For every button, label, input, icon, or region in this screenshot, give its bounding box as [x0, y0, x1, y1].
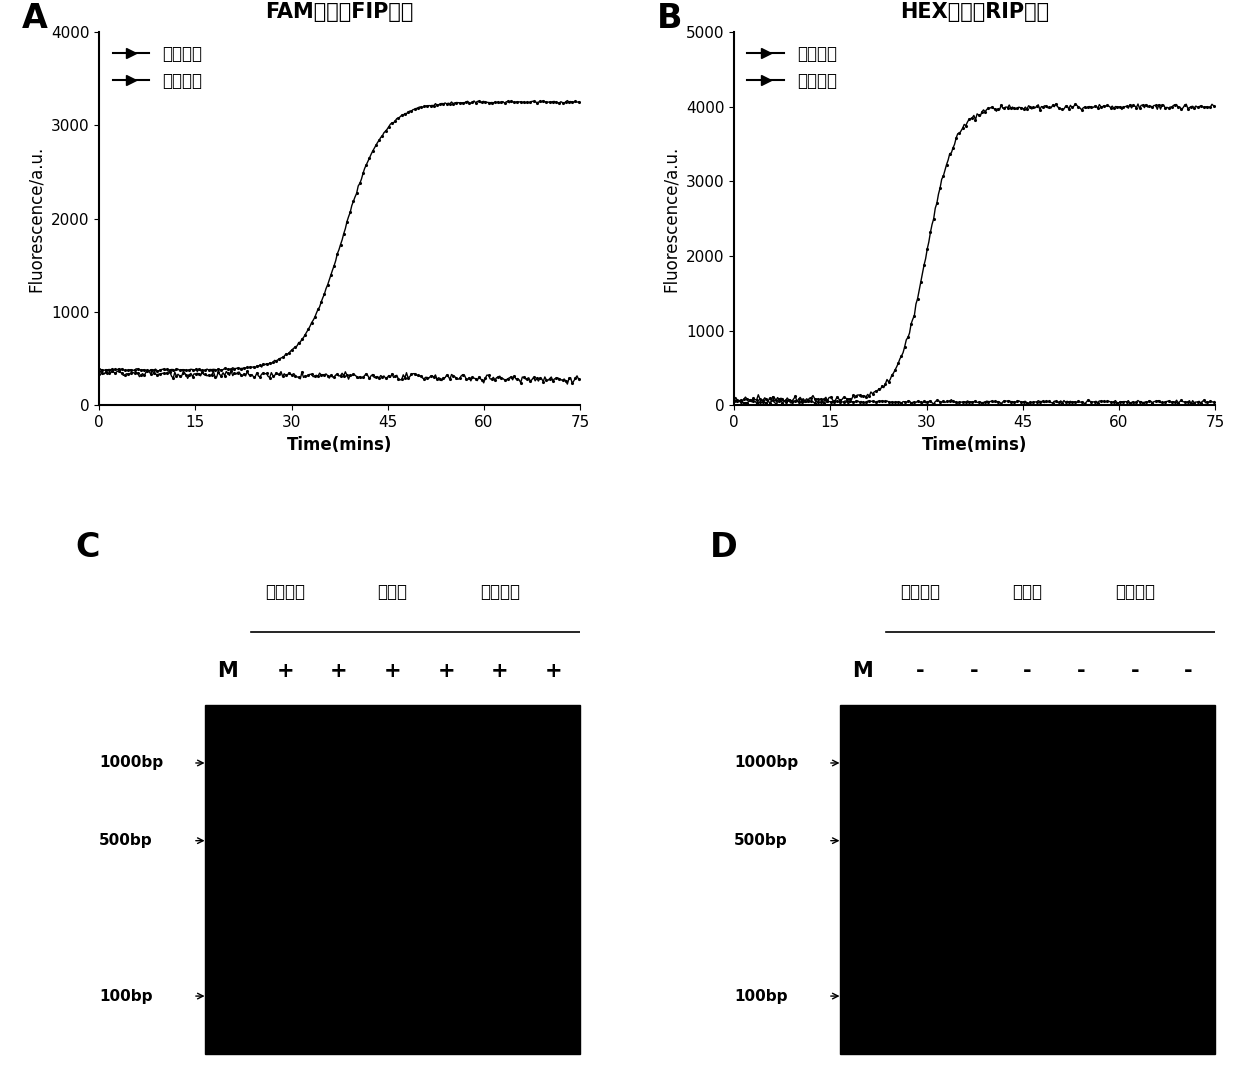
Text: +: +	[491, 660, 508, 681]
X-axis label: Time(mins): Time(mins)	[923, 436, 1028, 454]
Text: 轮状病毒: 轮状病毒	[900, 584, 940, 602]
Text: 星状病毒: 星状病毒	[480, 584, 520, 602]
Text: B: B	[657, 2, 683, 35]
Bar	[839, 705, 1215, 1054]
Text: 100bp: 100bp	[734, 988, 787, 1003]
Legend: 阳性对照, 阴性对照: 阳性对照, 阴性对照	[743, 40, 842, 95]
Y-axis label: Fluorescence/a.u.: Fluorescence/a.u.	[662, 146, 681, 292]
Text: 500bp: 500bp	[99, 833, 153, 848]
Text: -: -	[970, 660, 978, 681]
Text: +: +	[438, 660, 455, 681]
Text: M: M	[217, 660, 238, 681]
Text: 500bp: 500bp	[734, 833, 787, 848]
Text: 轮状病毒: 轮状病毒	[265, 584, 305, 602]
Text: 腺病毒: 腺病毒	[378, 584, 408, 602]
Text: 星状病毒: 星状病毒	[1115, 584, 1154, 602]
Text: 腺病毒: 腺病毒	[1013, 584, 1043, 602]
Text: -: -	[1076, 660, 1085, 681]
Text: C: C	[76, 530, 99, 563]
Text: +: +	[330, 660, 348, 681]
Text: +: +	[277, 660, 294, 681]
Text: 100bp: 100bp	[99, 988, 153, 1003]
Text: -: -	[1023, 660, 1032, 681]
Text: -: -	[916, 660, 925, 681]
Legend: 阳性对照, 阴性对照: 阳性对照, 阴性对照	[108, 40, 207, 95]
Text: M: M	[852, 660, 873, 681]
Text: -: -	[1184, 660, 1193, 681]
Text: 1000bp: 1000bp	[99, 755, 164, 770]
Y-axis label: Fluorescence/a.u.: Fluorescence/a.u.	[27, 146, 46, 292]
Text: +: +	[544, 660, 562, 681]
Text: A: A	[22, 2, 48, 35]
Text: -: -	[1131, 660, 1140, 681]
Title: HEX标记的RIP引物: HEX标记的RIP引物	[900, 2, 1049, 22]
Bar	[205, 705, 580, 1054]
Text: D: D	[711, 530, 738, 563]
X-axis label: Time(mins): Time(mins)	[286, 436, 392, 454]
Text: 1000bp: 1000bp	[734, 755, 799, 770]
Title: FAM标记的FIP引物: FAM标记的FIP引物	[265, 2, 414, 22]
Text: +: +	[384, 660, 402, 681]
